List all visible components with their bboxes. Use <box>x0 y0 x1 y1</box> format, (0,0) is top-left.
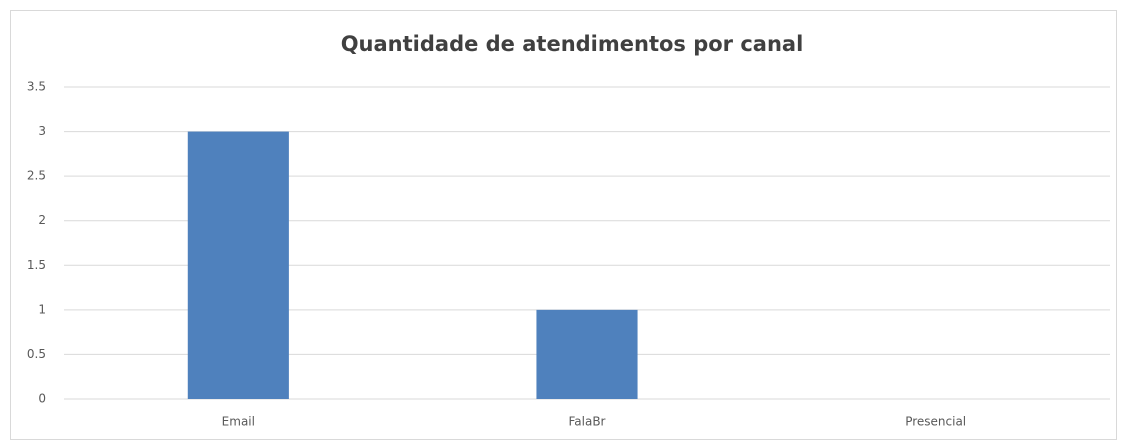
x-tick-label: FalaBr <box>568 415 605 429</box>
bar <box>187 131 289 400</box>
chart-title: Quantidade de atendimentos por canal <box>341 32 804 56</box>
x-tick-label: Email <box>222 415 255 429</box>
y-tick-label: 0.5 <box>27 347 46 361</box>
y-tick-label: 1 <box>38 302 46 316</box>
y-tick-label: 3 <box>38 124 46 138</box>
y-tick-label: 0 <box>38 392 46 406</box>
y-tick-label: 2.5 <box>27 169 46 183</box>
y-tick-label: 3.5 <box>27 80 46 94</box>
bar <box>536 309 638 399</box>
y-tick-label: 1.5 <box>27 258 46 272</box>
x-tick-label: Presencial <box>905 415 966 429</box>
y-tick-label: 2 <box>38 213 46 227</box>
